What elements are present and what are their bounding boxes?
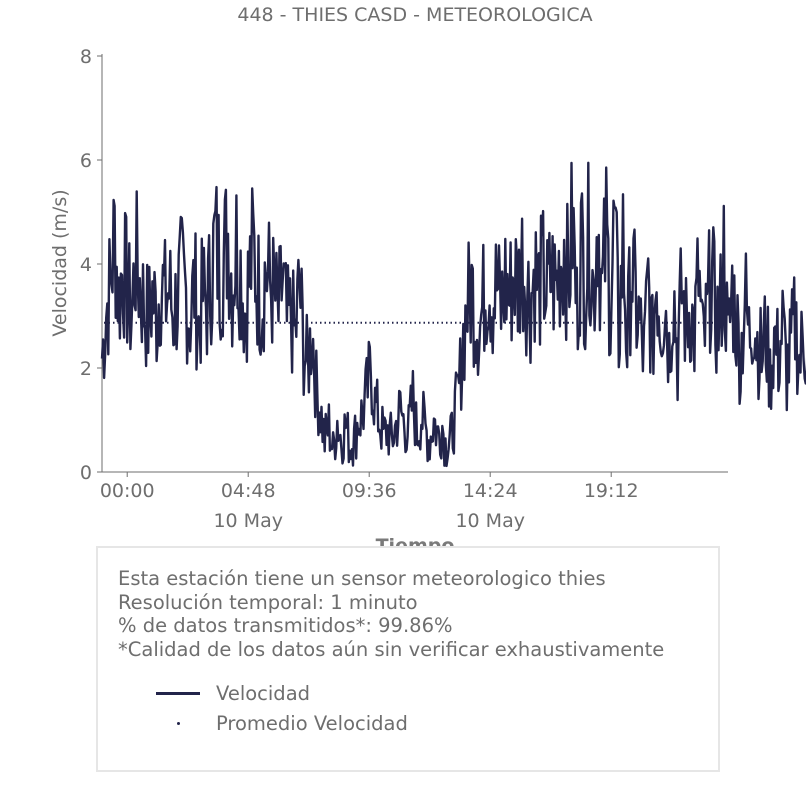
y-tick-label: 8 [80,46,92,68]
chart-axes [101,54,728,473]
wind-speed-chart: 448 - THIES CASD - METEOROLOGICA Velocid… [49,4,806,557]
info-line-quality: *Calidad de los datos aún sin verificar … [118,637,665,661]
line-icon [156,691,200,695]
legend-item-velocidad: Velocidad [156,681,310,705]
y-tick-label: 4 [80,254,92,276]
y-tick-label: 0 [80,462,92,484]
info-line-sensor: Esta estación tiene un sensor meteorolog… [118,567,606,590]
legend-item-promedio: Promedio Velocidad [156,711,408,735]
x-tick-label: 04:48 [221,480,276,502]
chart-title: 448 - THIES CASD - METEOROLOGICA [237,4,592,26]
x-tick-date-label: 10 May [213,510,283,532]
legend-label-promedio: Promedio Velocidad [216,711,408,735]
x-tick-label: 09:36 [342,480,397,502]
dot-icon [176,721,180,725]
x-tick-label: 19:12 [584,480,639,502]
y-tick-label: 6 [80,150,92,172]
info-text: Esta estación tiene un sensor meteorolog… [118,567,664,661]
x-tick-label: 14:24 [463,480,518,502]
info-line-resolution: Resolución temporal: 1 minuto [118,590,418,614]
info-box: Esta estación tiene un sensor meteorolog… [96,546,720,772]
x-tick-date-label: 10 May [455,510,525,532]
y-tick-label: 2 [80,358,92,380]
legend-label-velocidad: Velocidad [216,681,311,705]
series-layer [100,161,806,468]
axis-ticks: 0 2 4 6 8 00:00 04:48 10 May 09:36 14:24 10 May 19:… [80,46,639,532]
info-line-transmitted: % de datos transmitidos*: 99.86% [118,614,453,637]
y-axis-label: Velocidad (m/s) [49,189,71,336]
x-tick-label: 00:00 [100,480,155,502]
series-velocidad-line [100,161,806,468]
